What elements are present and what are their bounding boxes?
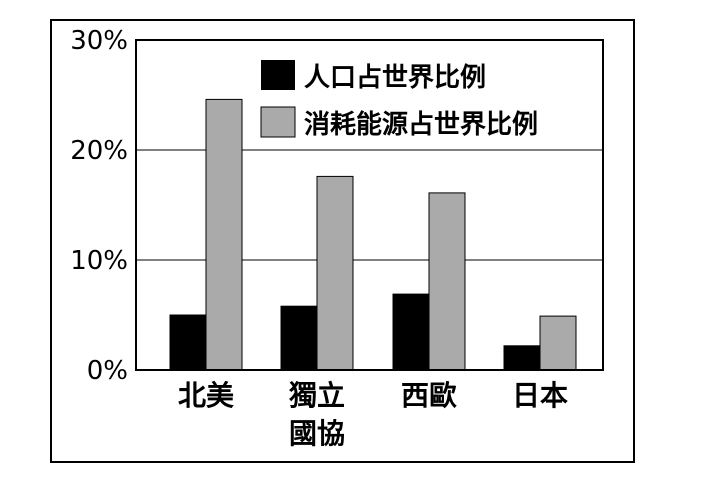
- legend-label-population: 人口占世界比例: [304, 63, 486, 93]
- outer-border: [50, 19, 635, 463]
- legend: 人口占世界比例 消耗能源占世界比例: [260, 60, 538, 140]
- bar-population-0: [169, 314, 207, 371]
- legend-swatch-energy: [260, 106, 296, 138]
- legend-label-energy: 消耗能源占世界比例: [304, 109, 538, 140]
- y-tick-label: 0%: [87, 356, 128, 386]
- x-category-label: 國協: [289, 417, 345, 450]
- bar-population-1: [280, 305, 318, 371]
- plot-area-border: [135, 39, 604, 371]
- x-category-label: 西歐: [401, 379, 457, 412]
- bar-energy-0: [205, 98, 243, 371]
- y-axis: 0% 10% 20% 30%: [70, 26, 128, 386]
- bar-energy-2: [428, 192, 466, 371]
- bar-energy-3: [539, 315, 577, 371]
- bar-population-2: [392, 293, 430, 371]
- y-tick-label: 30%: [70, 26, 128, 56]
- x-category-label: 日本: [512, 379, 568, 412]
- x-category-label: 獨立: [289, 379, 345, 412]
- y-tick-label: 20%: [70, 136, 128, 166]
- x-category-label: 北美: [178, 379, 234, 412]
- y-tick-label: 10%: [70, 246, 128, 276]
- bars: [169, 98, 577, 371]
- bar-energy-1: [316, 175, 354, 371]
- bar-population-3: [503, 345, 541, 371]
- legend-swatch-population: [261, 60, 295, 90]
